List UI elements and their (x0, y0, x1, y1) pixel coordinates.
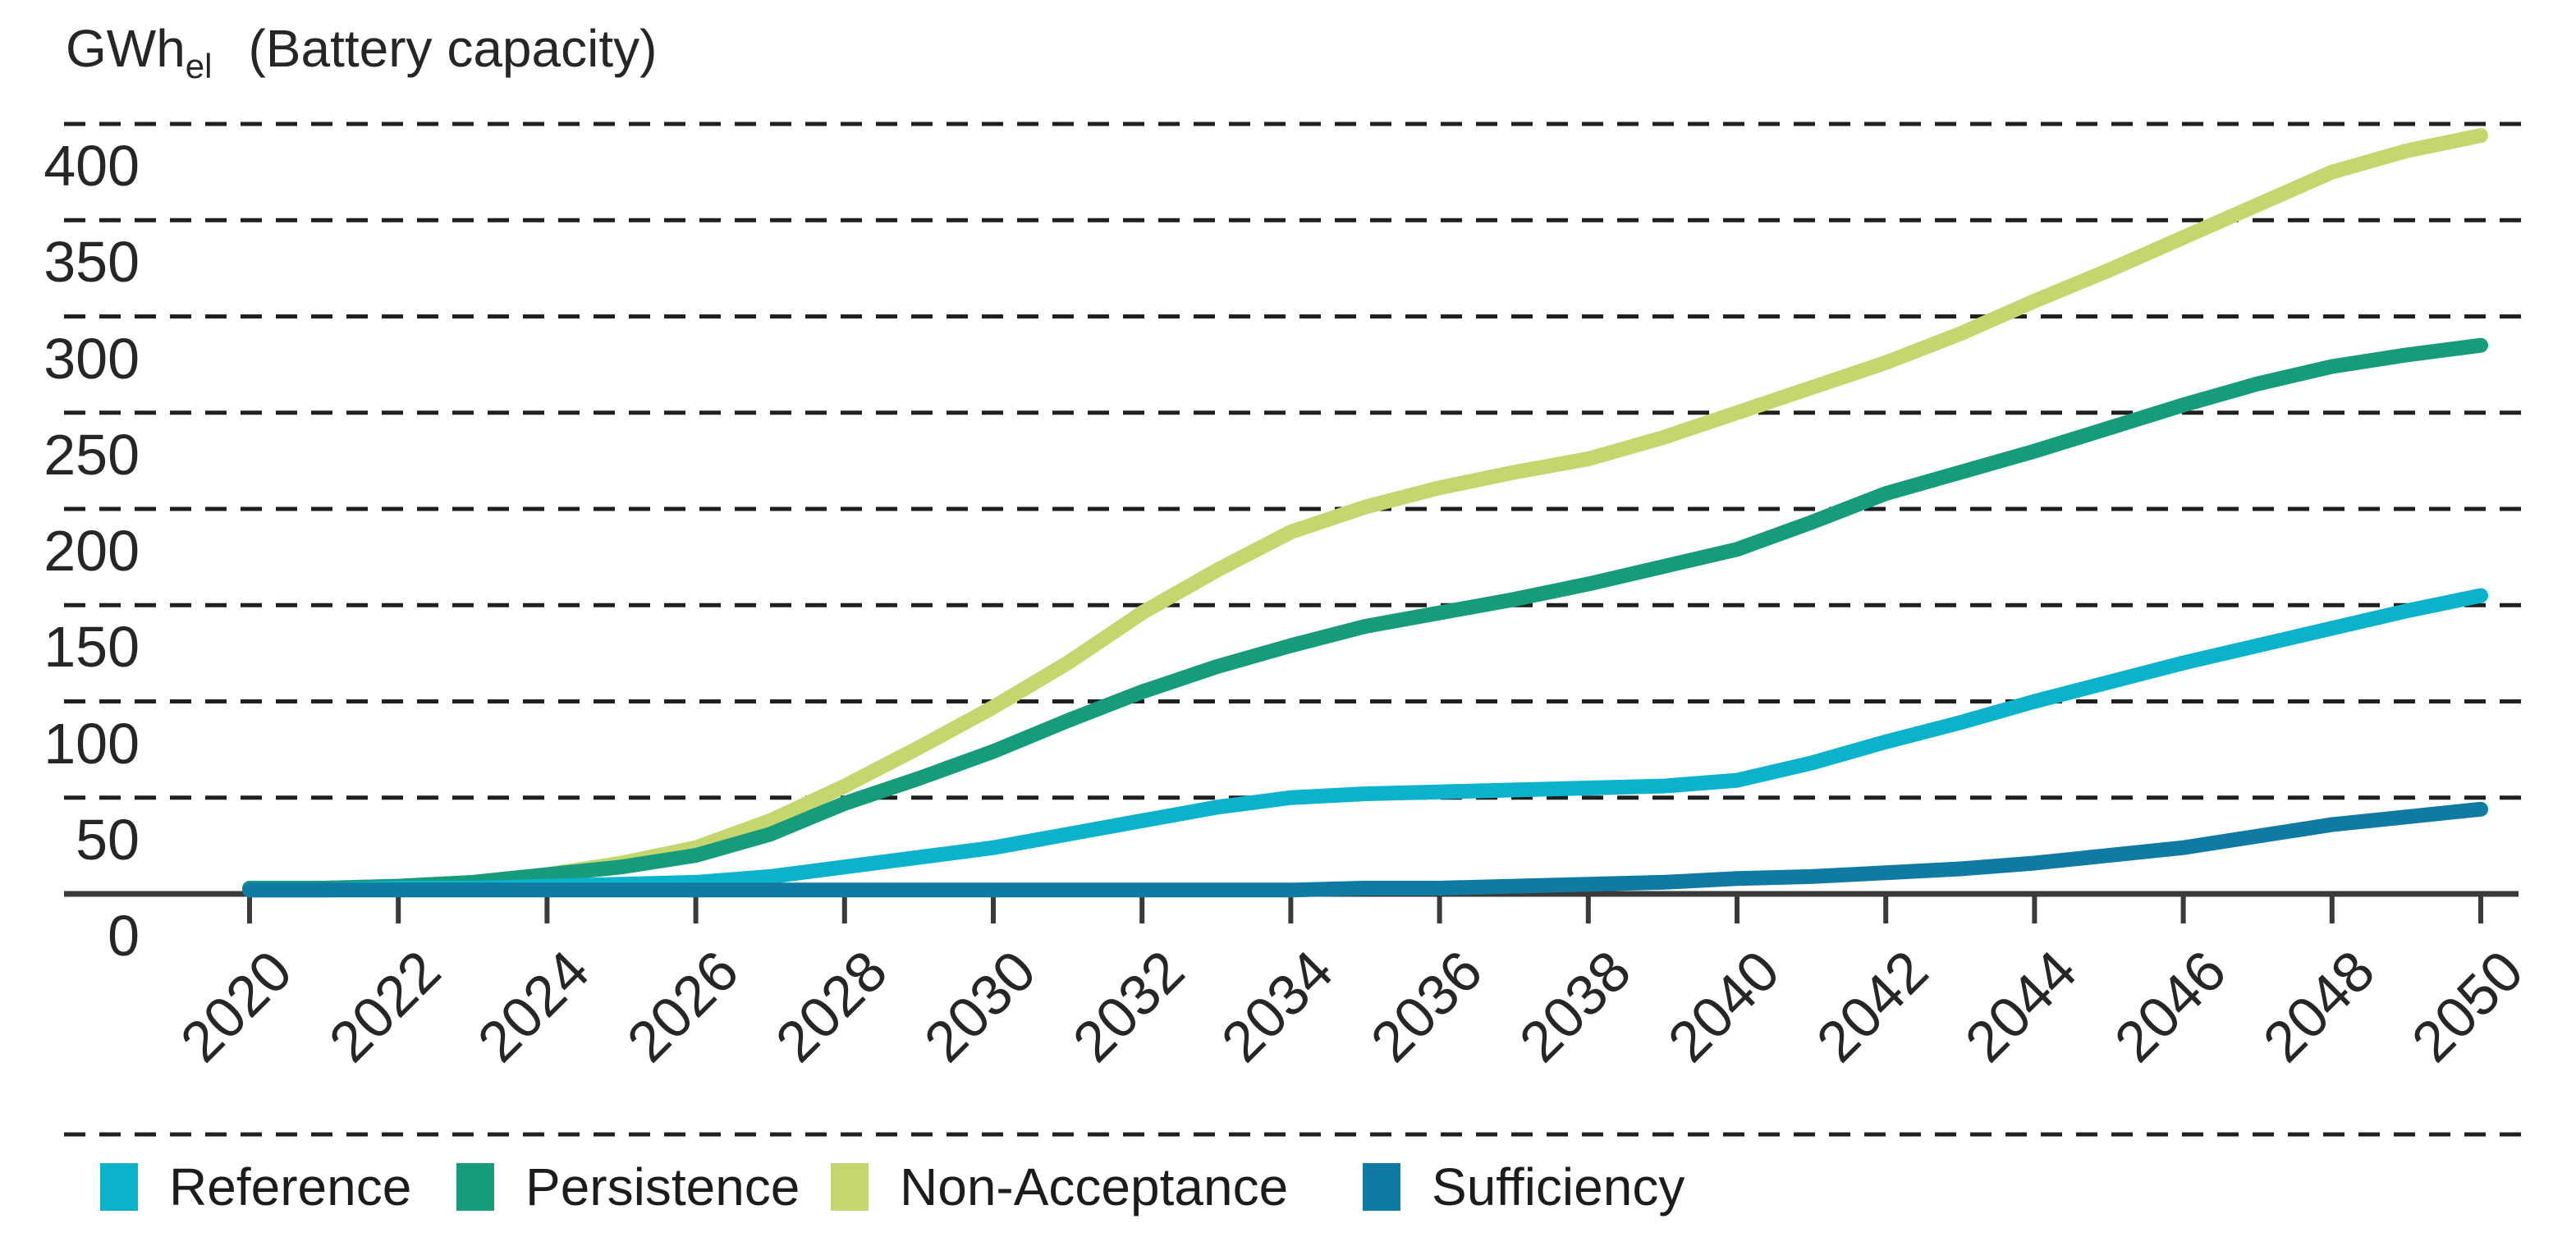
y-tick-label-300: 300 (44, 326, 140, 391)
series-line-non-acceptance (242, 128, 2488, 896)
legend-item-persistence: Persistence (456, 1157, 800, 1216)
y-axis-caption: (Battery capacity) (248, 19, 658, 78)
series-line-sufficiency (242, 801, 2488, 898)
legend-swatch-non-acceptance (831, 1163, 869, 1211)
legend-swatch-reference (100, 1163, 138, 1211)
y-axis-unit-subscript: el (185, 47, 213, 85)
legend-item-reference: Reference (100, 1157, 411, 1216)
y-axis-unit: GWh (66, 19, 186, 78)
y-tick-label-350: 350 (44, 230, 140, 295)
legend-item-sufficiency: Sufficiency (1363, 1157, 1684, 1216)
y-tick-label-250: 250 (44, 422, 140, 487)
legend-label-sufficiency: Sufficiency (1432, 1157, 1685, 1216)
legend-label-reference: Reference (169, 1157, 412, 1216)
legend-swatch-sufficiency (1363, 1163, 1400, 1211)
chart-legend: Reference Persistence Non-Acceptance Suf… (0, 1157, 2576, 1226)
y-tick-label-50: 50 (76, 807, 140, 872)
legend-item-non-acceptance: Non-Acceptance (831, 1157, 1288, 1216)
legend-label-non-acceptance: Non-Acceptance (900, 1157, 1289, 1216)
y-axis-title: GWhel (Battery capacity) (66, 20, 657, 85)
series-line-persistence (242, 337, 2488, 896)
y-tick-label-150: 150 (44, 615, 140, 680)
legend-swatch-persistence (456, 1163, 494, 1211)
y-tick-label-100: 100 (44, 711, 140, 776)
y-tick-label-200: 200 (44, 519, 140, 583)
legend-label-persistence: Persistence (525, 1157, 800, 1216)
y-tick-label-400: 400 (44, 134, 140, 198)
y-tick-label-0: 0 (108, 904, 140, 968)
